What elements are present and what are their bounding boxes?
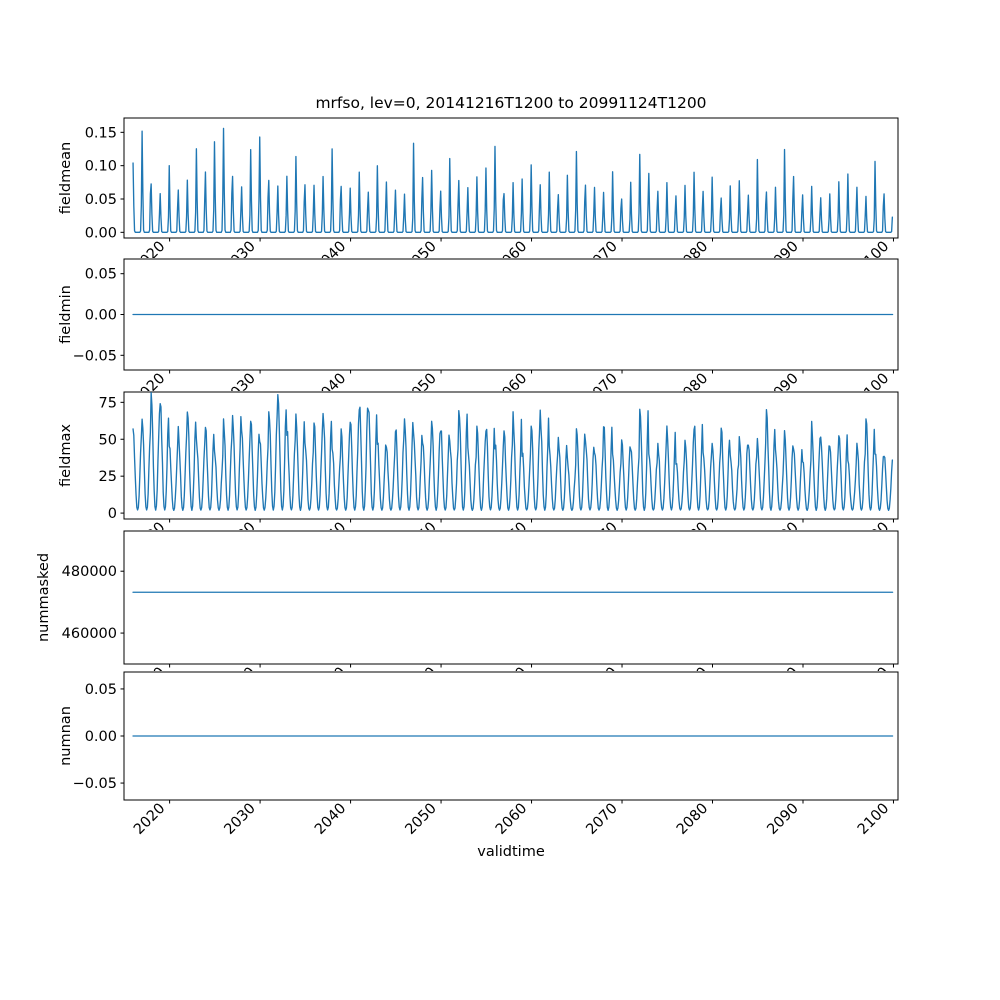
panel-numnan: −0.05 0.00 0.05 2020 2030 2040 2050 2060 2070 208… <box>58 671 899 838</box>
xticklabel-numnan-0: 2020 <box>131 801 168 838</box>
ylabel-fieldmean: fieldmean <box>58 142 74 214</box>
yticklabel-fieldmean-3: 0.15 <box>85 125 117 141</box>
panel-frame-nummasked <box>123 530 899 665</box>
yticklabel-fieldmean-2: 0.10 <box>85 159 117 175</box>
yticklabel-fieldmin-1: 0.00 <box>85 308 117 324</box>
ylabel-fieldmin: fieldmin <box>58 285 74 344</box>
yticklabel-fieldmean-0: 0.00 <box>85 225 117 241</box>
panel-nummasked: 4600004800002020203020402050206020702080… <box>36 530 899 671</box>
yticklabel-nummasked-1: 480000 <box>62 564 117 580</box>
ylabel-fieldmax: fieldmax <box>58 424 74 487</box>
xticklabel-numnan-2: 2040 <box>312 801 349 838</box>
ylabel-numnan: numnan <box>58 706 74 766</box>
yticklabel-fieldmax-2: 50 <box>99 432 117 448</box>
series-fieldmean <box>132 127 894 234</box>
xticklabels-numnan: 2020 2030 2040 2050 2060 2070 2080 2090 2100 <box>131 801 892 838</box>
yticklabel-fieldmin-0: −0.05 <box>73 348 117 364</box>
panel-frame-fieldmean <box>123 117 899 239</box>
yticklabel-nummasked-0: 460000 <box>62 626 117 642</box>
yticklabel-fieldmax-3: 75 <box>99 395 117 411</box>
xticklabel-numnan-3: 2050 <box>402 801 439 838</box>
xticklabel-numnan-5: 2070 <box>583 801 620 838</box>
ylabel-nummasked: nummasked <box>36 553 52 642</box>
yticklabel-numnan-0: −0.05 <box>73 776 117 792</box>
yticklabel-numnan-2: 0.05 <box>85 682 117 698</box>
panel-fieldmax: 0255075202020302040205020602070208020902… <box>58 391 899 530</box>
xticklabel-numnan-8: 2100 <box>855 801 892 838</box>
yticklabel-fieldmin-2: 0.05 <box>85 267 117 283</box>
xticklabel-numnan-7: 2090 <box>764 801 801 838</box>
yticklabel-fieldmean-1: 0.05 <box>85 192 117 208</box>
xticklabel-numnan-6: 2080 <box>674 801 711 838</box>
yticklabel-numnan-1: 0.00 <box>85 729 117 745</box>
yticklabel-fieldmax-0: 0 <box>108 506 117 522</box>
xticklabel-numnan-4: 2060 <box>493 801 530 838</box>
series-fieldmax <box>132 392 894 512</box>
xticklabel-numnan-1: 2030 <box>222 801 259 838</box>
yticklabel-fieldmax-1: 25 <box>99 469 117 485</box>
chart-title: mrfso, lev=0, 20141216T1200 to 20991124T… <box>315 94 706 112</box>
xlabel: validtime <box>477 844 545 860</box>
